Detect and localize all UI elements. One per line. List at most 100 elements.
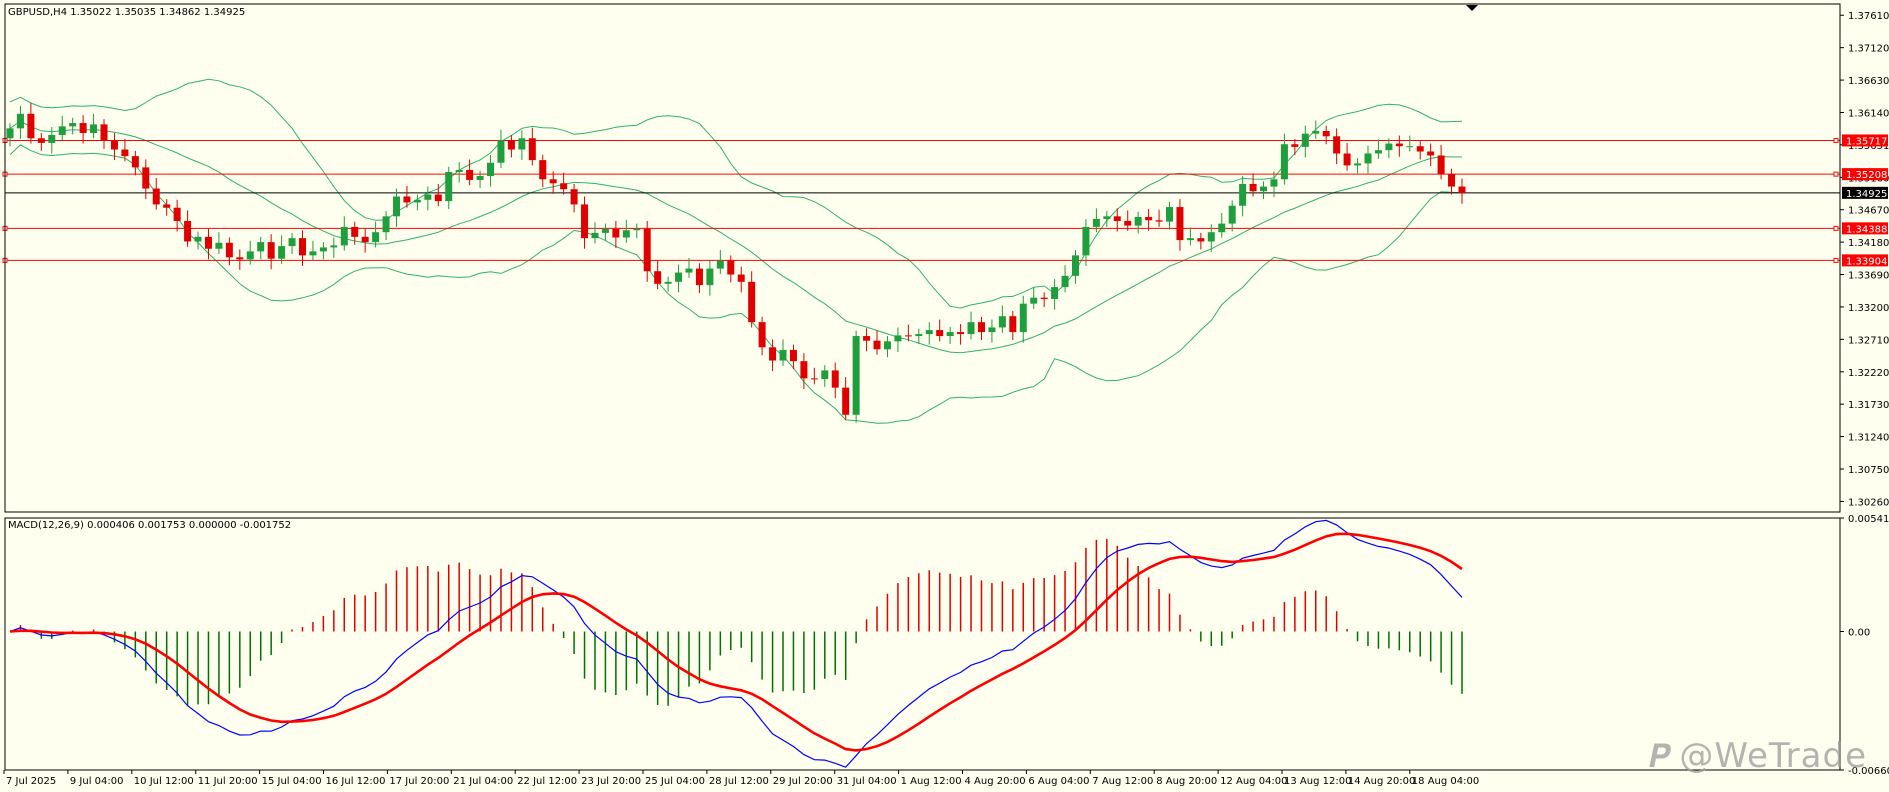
candle-body bbox=[6, 128, 14, 139]
candle-body bbox=[1416, 146, 1424, 152]
macd-panel bbox=[9, 519, 1463, 768]
candle-body bbox=[842, 387, 850, 415]
candle-body bbox=[915, 334, 923, 337]
candle-body bbox=[977, 322, 985, 333]
y-tick-label: 1.36140 bbox=[1848, 108, 1889, 119]
candle-body bbox=[1009, 316, 1017, 333]
candle-body bbox=[215, 242, 223, 249]
candle-body bbox=[601, 228, 609, 233]
candle-body bbox=[758, 322, 766, 348]
macd-signal-line bbox=[9, 532, 1463, 752]
candle-body bbox=[1207, 232, 1215, 242]
candle-body bbox=[445, 172, 453, 202]
candle-body bbox=[967, 322, 975, 335]
x-tick-label: 15 Jul 04:00 bbox=[262, 776, 322, 787]
bollinger-lower-band bbox=[9, 144, 1463, 424]
candle-body bbox=[831, 370, 839, 388]
candle-body bbox=[1040, 297, 1048, 300]
candle-body bbox=[664, 281, 672, 284]
candle-body bbox=[883, 341, 891, 350]
x-tick-label: 7 Aug 12:00 bbox=[1092, 776, 1153, 787]
price-panel-frame bbox=[4, 3, 1841, 513]
x-tick-label: 16 Jul 12:00 bbox=[326, 776, 386, 787]
candle-body bbox=[1103, 216, 1111, 219]
candle-body bbox=[1030, 297, 1038, 304]
candle-body bbox=[695, 268, 703, 286]
x-tick-label: 22 Jul 12:00 bbox=[517, 776, 577, 787]
candle-body bbox=[1239, 183, 1247, 206]
x-tick-label: 13 Aug 12:00 bbox=[1284, 776, 1351, 787]
candle-body bbox=[863, 336, 871, 341]
y-tick-label: 1.32220 bbox=[1848, 368, 1889, 379]
candle-body bbox=[894, 335, 902, 342]
candle-body bbox=[69, 123, 77, 127]
y-tick-label: 1.31730 bbox=[1848, 400, 1889, 411]
candle-body bbox=[1406, 146, 1414, 148]
x-tick-label: 9 Jul 04:00 bbox=[70, 776, 124, 787]
candle-body bbox=[633, 228, 641, 231]
candle-body bbox=[998, 316, 1006, 328]
candle-body bbox=[79, 123, 87, 133]
candle-body bbox=[204, 236, 212, 249]
x-tick-label: 11 Jul 20:00 bbox=[198, 776, 258, 787]
x-tick-label: 7 Jul 2025 bbox=[6, 776, 56, 787]
candle-body bbox=[1071, 255, 1079, 276]
candle-body bbox=[1197, 238, 1205, 242]
candle-body bbox=[581, 204, 589, 239]
candle-body bbox=[1019, 303, 1027, 333]
candle-body bbox=[309, 251, 317, 256]
candle-body bbox=[821, 370, 829, 380]
candle-body bbox=[852, 336, 860, 415]
x-tick-label: 6 Aug 04:00 bbox=[1028, 776, 1089, 787]
candle-body bbox=[455, 170, 463, 173]
candle-body bbox=[184, 220, 192, 242]
level-handle-right bbox=[1833, 257, 1839, 263]
candle-body bbox=[716, 260, 724, 269]
candle-body bbox=[330, 245, 338, 248]
candle-body bbox=[37, 138, 45, 143]
candle-body bbox=[1385, 143, 1393, 151]
price-level-tag bbox=[1842, 186, 1888, 199]
candle-body bbox=[1374, 150, 1382, 154]
candle-body bbox=[58, 126, 66, 135]
candle-body bbox=[1364, 153, 1372, 164]
candle-body bbox=[1155, 220, 1163, 222]
candle-body bbox=[1249, 183, 1257, 192]
bollinger-upper-band bbox=[9, 78, 1463, 309]
candle-body bbox=[131, 156, 139, 168]
candle-body bbox=[487, 162, 495, 176]
y-tick-label: 1.30260 bbox=[1848, 497, 1889, 508]
candle-body bbox=[1343, 153, 1351, 166]
bollinger-middle-band bbox=[9, 120, 1463, 354]
y-tick-label: 1.33200 bbox=[1848, 303, 1889, 314]
candle-body bbox=[1280, 144, 1288, 180]
macd-y-tick-label: -0.006609 bbox=[1848, 766, 1889, 777]
candle-body bbox=[90, 124, 98, 133]
candle-body bbox=[1427, 151, 1435, 156]
x-tick-label: 14 Aug 20:00 bbox=[1348, 776, 1415, 787]
price-level-tag bbox=[1842, 168, 1888, 181]
price-panel bbox=[2, 78, 1840, 424]
macd-line bbox=[9, 519, 1463, 768]
x-tick-label: 25 Jul 04:00 bbox=[645, 776, 705, 787]
candle-body bbox=[16, 113, 24, 129]
candle-body bbox=[925, 330, 933, 335]
candle-body bbox=[1061, 275, 1069, 288]
x-tick-label: 31 Jul 04:00 bbox=[837, 776, 897, 787]
candle-body bbox=[372, 232, 380, 243]
price-level-tag bbox=[1842, 134, 1888, 147]
price-level-tag bbox=[1842, 222, 1888, 235]
x-tick-label: 12 Aug 04:00 bbox=[1220, 776, 1287, 787]
candle-body bbox=[100, 124, 108, 141]
candle-body bbox=[1124, 220, 1132, 226]
level-handle-right bbox=[1833, 171, 1839, 177]
candle-body bbox=[1186, 238, 1194, 241]
candle-body bbox=[319, 247, 327, 252]
candle-body bbox=[476, 175, 484, 180]
candle-body bbox=[800, 361, 808, 379]
candle-body bbox=[1113, 216, 1121, 221]
candle-body bbox=[48, 134, 56, 143]
x-tick-label: 28 Jul 12:00 bbox=[709, 776, 769, 787]
x-tick-label: 23 Jul 20:00 bbox=[581, 776, 641, 787]
